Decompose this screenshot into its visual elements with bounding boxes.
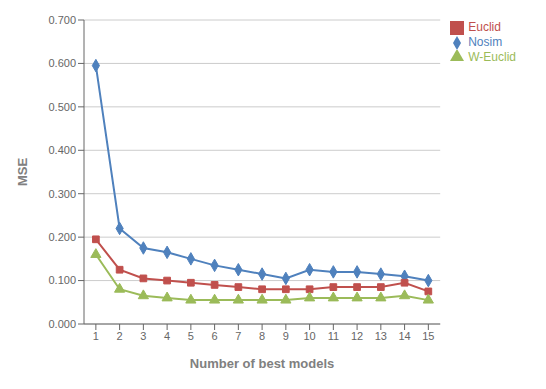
svg-text:0.300: 0.300 — [48, 188, 76, 200]
svg-text:9: 9 — [283, 330, 289, 342]
svg-text:3: 3 — [140, 330, 146, 342]
svg-text:0.000: 0.000 — [48, 318, 76, 330]
svg-text:7: 7 — [235, 330, 241, 342]
svg-text:15: 15 — [422, 330, 434, 342]
svg-text:4: 4 — [164, 330, 170, 342]
svg-text:0.700: 0.700 — [48, 14, 76, 26]
svg-text:0.200: 0.200 — [48, 231, 76, 243]
svg-text:13: 13 — [375, 330, 387, 342]
html-text:Nosim: Nosim — [468, 34, 503, 49]
svg-text:0.100: 0.100 — [48, 274, 76, 286]
svg-text:11: 11 — [328, 330, 339, 342]
svg-text:12: 12 — [351, 330, 363, 342]
svg-text:1: 1 — [93, 330, 99, 342]
svg-text:0.500: 0.500 — [48, 101, 76, 113]
svg-text:14: 14 — [398, 330, 410, 342]
html-text:W-Euclid: W-Euclid — [468, 49, 516, 64]
svg-text:5: 5 — [188, 330, 194, 342]
svg-text:8: 8 — [259, 330, 265, 342]
svg-text:6: 6 — [212, 330, 218, 342]
svg-text:0.400: 0.400 — [48, 144, 76, 156]
svg-text:Number of best models: Number of best models — [190, 356, 334, 371]
svg-text:10: 10 — [303, 330, 315, 342]
svg-text:MSE: MSE — [15, 158, 30, 187]
svg-text:0.600: 0.600 — [48, 57, 76, 69]
html-text:Euclid: Euclid — [468, 20, 501, 34]
svg-text:2: 2 — [117, 330, 123, 342]
